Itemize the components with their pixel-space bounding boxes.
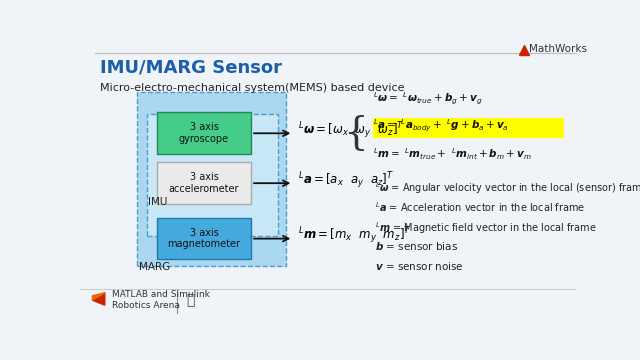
Text: IMU/MARG Sensor: IMU/MARG Sensor <box>100 58 282 76</box>
Text: $^L\boldsymbol{a}$ = Acceleration vector in the local frame: $^L\boldsymbol{a}$ = Acceleration vector… <box>375 201 586 214</box>
Text: ⭯: ⭯ <box>187 293 195 307</box>
Bar <box>137 92 286 266</box>
Bar <box>157 218 251 260</box>
Polygon shape <box>92 293 105 305</box>
Text: 3 axis
accelerometer: 3 axis accelerometer <box>169 172 239 194</box>
Bar <box>373 118 564 138</box>
Bar <box>157 112 251 154</box>
Text: $\boldsymbol{v}$ = sensor noise: $\boldsymbol{v}$ = sensor noise <box>375 260 464 272</box>
Text: 3 axis
gyroscope: 3 axis gyroscope <box>179 122 229 144</box>
Text: $^L\boldsymbol{\omega} = [\omega_x\ \ \omega_y\ \ \omega_z]^T$: $^L\boldsymbol{\omega} = [\omega_x\ \ \o… <box>298 120 404 141</box>
Text: $\boldsymbol{b}$ = sensor bias: $\boldsymbol{b}$ = sensor bias <box>375 240 458 252</box>
Text: IMU: IMU <box>148 197 168 207</box>
Text: MATLAB and Simulink: MATLAB and Simulink <box>112 290 210 299</box>
Text: $^L\boldsymbol{a} =\ ^L\boldsymbol{a}_{body} +\ ^L\boldsymbol{g} + \boldsymbol{b: $^L\boldsymbol{a} =\ ^L\boldsymbol{a}_{b… <box>372 118 509 134</box>
Text: $^L\boldsymbol{m} =\ ^L\boldsymbol{m}_{true} +\ ^L\boldsymbol{m}_{int} + \boldsy: $^L\boldsymbol{m} =\ ^L\boldsymbol{m}_{t… <box>372 146 532 162</box>
Polygon shape <box>92 293 105 300</box>
Text: $^L\boldsymbol{\omega} =\ ^L\boldsymbol{\omega}_{true} + \boldsymbol{b}_g + \bol: $^L\boldsymbol{\omega} =\ ^L\boldsymbol{… <box>372 90 482 107</box>
Text: Micro-electro-mechanical system(MEMS) based device: Micro-electro-mechanical system(MEMS) ba… <box>100 82 404 93</box>
Text: MathWorks: MathWorks <box>529 44 587 54</box>
Text: MARG: MARG <box>138 262 170 272</box>
Text: $^L\boldsymbol{m}$ = Magnetic field vector in the local frame: $^L\boldsymbol{m}$ = Magnetic field vect… <box>375 220 597 236</box>
Text: Robotics Arena: Robotics Arena <box>112 301 180 310</box>
Bar <box>157 162 251 204</box>
Text: $^L\boldsymbol{m} = [m_x\ \ m_y\ \ m_z]^T$: $^L\boldsymbol{m} = [m_x\ \ m_y\ \ m_z]^… <box>298 226 412 246</box>
Text: 3 axis
magnetometer: 3 axis magnetometer <box>168 228 241 249</box>
Text: $^L\boldsymbol{\omega}$ = Angular velocity vector in the local (sensor) frame: $^L\boldsymbol{\omega}$ = Angular veloci… <box>375 180 640 196</box>
Text: $^L\boldsymbol{a} = [a_x\ \ a_y\ \ a_z]^T$: $^L\boldsymbol{a} = [a_x\ \ a_y\ \ a_z]^… <box>298 170 394 191</box>
Bar <box>147 114 278 236</box>
Text: {: { <box>343 115 367 152</box>
